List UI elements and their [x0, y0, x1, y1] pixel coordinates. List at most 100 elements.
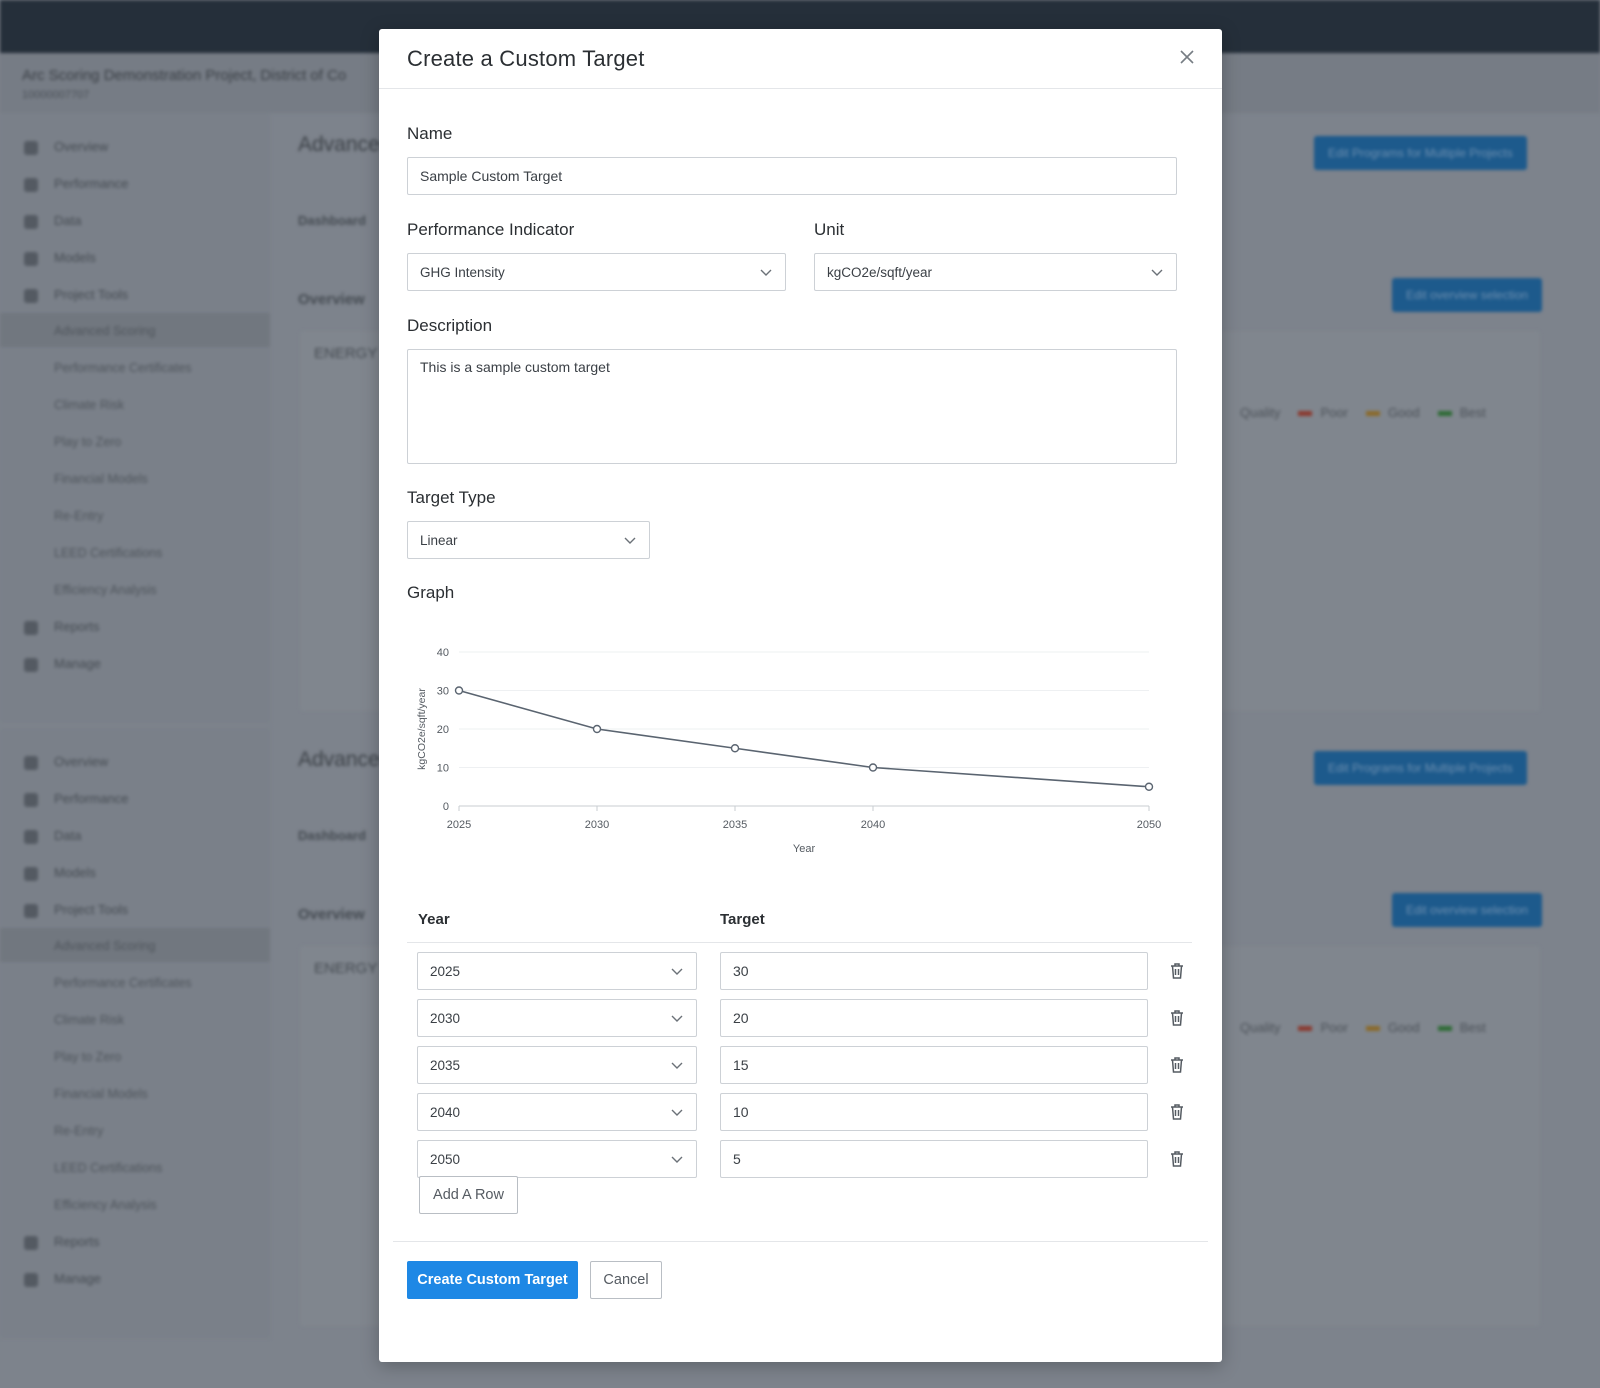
sidebar-item-models[interactable]: Models	[24, 865, 96, 881]
name-input[interactable]	[420, 168, 1176, 184]
gear-icon	[24, 1272, 38, 1287]
data-point	[454, 686, 464, 695]
reports-icon	[24, 620, 38, 635]
modal-header: Create a Custom Target	[379, 29, 1222, 89]
chevron-down-icon	[671, 1109, 683, 1116]
y-tick-label: 10	[437, 763, 449, 775]
sidebar-sub-item[interactable]: Financial Models	[54, 472, 148, 486]
sidebar-item-data[interactable]: Data	[24, 213, 81, 229]
project-title: Arc Scoring Demonstration Project, Distr…	[22, 67, 347, 84]
sidebar-item-reports[interactable]: Reports	[24, 619, 100, 635]
delete-row-button[interactable]	[1168, 1008, 1186, 1028]
wrench-icon	[24, 903, 38, 918]
sidebar-sub-advanced-scoring[interactable]: Advanced Scoring	[54, 939, 156, 953]
target-field[interactable]	[720, 952, 1148, 990]
target-input[interactable]	[733, 1151, 1147, 1167]
overview-heading: Overview	[298, 291, 365, 308]
sidebar-sub-item[interactable]: Efficiency Analysis	[54, 1198, 157, 1212]
sidebar-sub-item[interactable]: Play to Zero	[54, 435, 122, 449]
target-field[interactable]	[720, 1093, 1148, 1131]
cancel-button[interactable]: Cancel	[590, 1261, 662, 1299]
sidebar-item-project-tools[interactable]: Project Tools	[24, 902, 128, 918]
edit-programs-button[interactable]: Edit Programs for Multiple Projects	[1314, 751, 1527, 785]
sidebar-sub-item[interactable]: Performance Certificates	[54, 361, 192, 375]
target-type-select[interactable]: Linear	[407, 521, 650, 559]
delete-row-button[interactable]	[1168, 961, 1186, 981]
sidebar-sub-item[interactable]: Climate Risk	[54, 1013, 125, 1027]
year-select[interactable]: 2040	[417, 1093, 697, 1131]
year-column-header: Year	[418, 911, 450, 928]
chevron-down-icon	[671, 1015, 683, 1022]
chevron-down-icon	[760, 269, 772, 276]
sidebar-item-performance[interactable]: Performance	[24, 176, 128, 192]
create-custom-target-button[interactable]: Create Custom Target	[407, 1261, 578, 1299]
sidebar-sub-item[interactable]: Efficiency Analysis	[54, 583, 157, 597]
table-row: 2035	[379, 1046, 1222, 1084]
sidebar-item-project-tools[interactable]: Project Tools	[24, 287, 128, 303]
sidebar-sub-item[interactable]: LEED Certifications	[54, 546, 163, 560]
sidebar-item-performance[interactable]: Performance	[24, 791, 128, 807]
series-line	[458, 689, 1150, 788]
target-field[interactable]	[720, 999, 1148, 1037]
sidebar-sub-item[interactable]: LEED Certifications	[54, 1161, 163, 1175]
sidebar-sub-item[interactable]: Climate Risk	[54, 398, 125, 412]
trash-icon	[1171, 1057, 1183, 1073]
delete-row-button[interactable]	[1168, 1102, 1186, 1122]
y-tick-label: 40	[437, 647, 449, 659]
sidebar-item-reports[interactable]: Reports	[24, 1234, 100, 1250]
close-button[interactable]	[1176, 46, 1198, 68]
reports-icon	[24, 1235, 38, 1250]
custom-target-modal: Create a Custom Target Name Performance …	[379, 29, 1222, 1362]
target-input[interactable]	[733, 963, 1147, 979]
target-field[interactable]	[720, 1046, 1148, 1084]
year-select[interactable]: 2050	[417, 1140, 697, 1178]
sidebar-sub-item[interactable]: Play to Zero	[54, 1050, 122, 1064]
sidebar-item-manage[interactable]: Manage	[24, 1271, 101, 1287]
sidebar-sub-item[interactable]: Financial Models	[54, 1087, 148, 1101]
year-select[interactable]: 2035	[417, 1046, 697, 1084]
trash-icon	[1171, 1151, 1183, 1167]
sidebar-item-data[interactable]: Data	[24, 828, 81, 844]
grid-icon	[24, 755, 38, 770]
tab-dashboard[interactable]: Dashboard	[298, 213, 366, 228]
target-input[interactable]	[733, 1104, 1147, 1120]
tab-dashboard[interactable]: Dashboard	[298, 828, 366, 843]
data-point	[730, 744, 740, 753]
sidebar-sub-item[interactable]: Performance Certificates	[54, 976, 192, 990]
y-axis-label: kgCO2e/sqft/year	[416, 688, 428, 770]
sidebar-sub-item[interactable]: Re-Entry	[54, 1124, 104, 1138]
sidebar-item-overview[interactable]: Overview	[24, 754, 108, 770]
year-select[interactable]: 2025	[417, 952, 697, 990]
sidebar-item-models[interactable]: Models	[24, 250, 96, 266]
name-field[interactable]	[407, 157, 1177, 195]
description-textarea[interactable]: This is a sample custom target	[407, 349, 1177, 464]
trash-icon	[1171, 963, 1183, 979]
edit-overview-button[interactable]: Edit overview selection	[1392, 278, 1543, 312]
models-icon	[24, 866, 38, 881]
models-icon	[24, 251, 38, 266]
performance-indicator-select[interactable]: GHG Intensity	[407, 253, 786, 291]
chevron-down-icon	[624, 537, 636, 544]
delete-row-button[interactable]	[1168, 1149, 1186, 1169]
edit-programs-button[interactable]: Edit Programs for Multiple Projects	[1314, 136, 1527, 170]
wrench-icon	[24, 288, 38, 303]
sidebar-sub-advanced-scoring[interactable]: Advanced Scoring	[54, 324, 156, 338]
year-select[interactable]: 2030	[417, 999, 697, 1037]
target-input[interactable]	[733, 1057, 1147, 1073]
sidebar-item-overview[interactable]: Overview	[24, 139, 108, 155]
sidebar: Overview Performance Data Models Project…	[0, 728, 270, 1338]
delete-row-button[interactable]	[1168, 1055, 1186, 1075]
trash-icon	[1171, 1104, 1183, 1120]
sidebar-item-manage[interactable]: Manage	[24, 656, 101, 672]
year-value: 2040	[430, 1104, 461, 1120]
target-field[interactable]	[720, 1140, 1148, 1178]
graph-label: Graph	[407, 583, 455, 602]
target-input[interactable]	[733, 1010, 1147, 1026]
edit-overview-button[interactable]: Edit overview selection	[1392, 893, 1543, 927]
add-row-button[interactable]: Add A Row	[419, 1176, 518, 1214]
performance-indicator-label: Performance Indicator	[407, 220, 575, 239]
sidebar-sub-item[interactable]: Re-Entry	[54, 509, 104, 523]
description-label: Description	[407, 316, 493, 335]
grid-icon	[24, 140, 38, 155]
unit-select[interactable]: kgCO2e/sqft/year	[814, 253, 1177, 291]
